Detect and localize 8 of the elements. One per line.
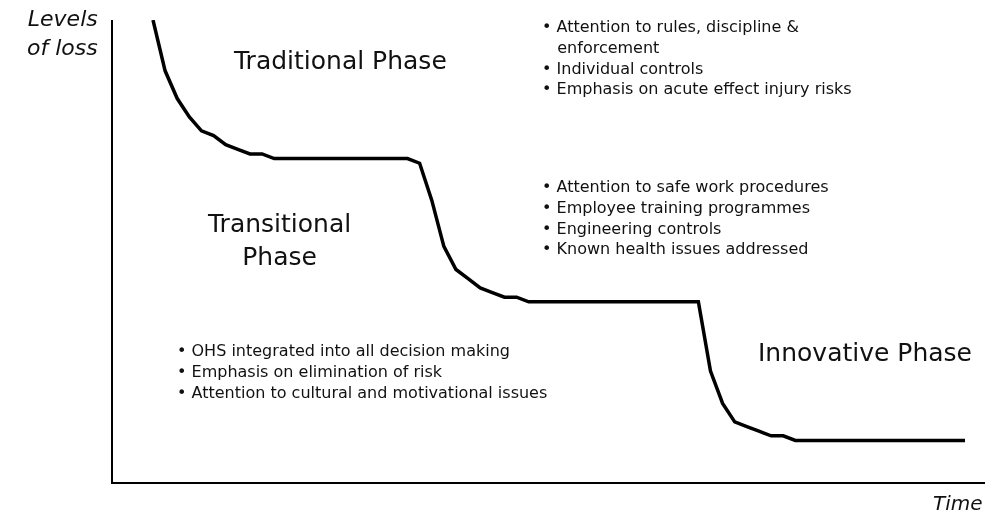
annotation: • Attention to safe work procedures • Employee training programmes • Engineering controls • Known health issues addressed	[542, 177, 829, 259]
y-axis-title: Levels of loss	[27, 6, 98, 60]
annotation: • Attention to rules, discipline & enforcement • Individual controls • Emphasis on acute effect injury risks	[542, 17, 852, 99]
annotation: Transitional Phase	[207, 209, 352, 271]
annotation: • OHS integrated into all decision making • Emphasis on elimination of risk • Attention to cultural and motivational issues	[177, 341, 548, 402]
annotation: Innovative Phase	[758, 338, 972, 367]
x-axis-title: Time	[933, 491, 983, 515]
annotation: Traditional Phase	[233, 46, 447, 75]
